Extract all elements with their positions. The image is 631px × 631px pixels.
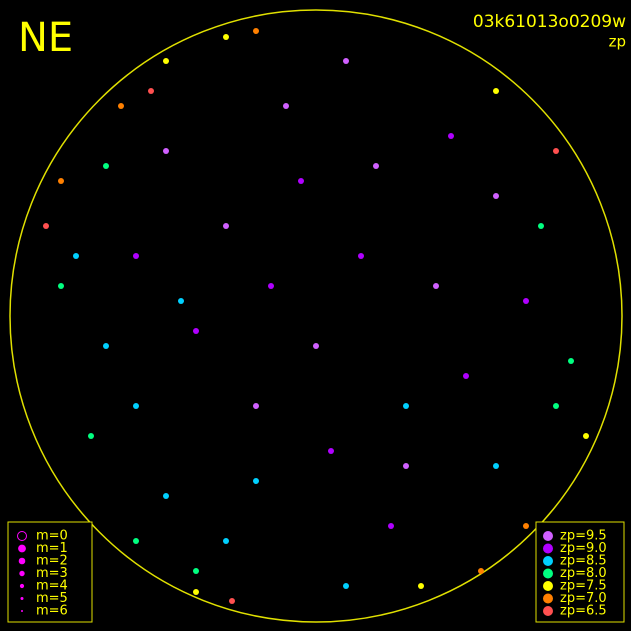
chart-title: 03k61013o0209w [473, 12, 626, 32]
zp-legend-marker [543, 593, 553, 604]
star [223, 223, 229, 229]
zp-legend-label: zp=9.5 [560, 529, 607, 544]
star [403, 463, 409, 469]
m-legend-marker [20, 597, 24, 600]
star [553, 148, 559, 154]
star [523, 298, 529, 304]
star [223, 34, 229, 40]
star [193, 328, 199, 334]
star [523, 523, 529, 529]
star [133, 538, 139, 544]
m-legend-label: m=0 [36, 529, 68, 544]
star [298, 178, 304, 184]
zp-legend-label: zp=8.5 [560, 554, 607, 569]
star [493, 463, 499, 469]
star [178, 298, 184, 304]
m-legend-marker [19, 583, 25, 589]
zp-legend-marker [543, 531, 553, 541]
star [163, 148, 169, 154]
star [433, 283, 439, 289]
m-legend-marker [18, 544, 26, 553]
m-legend-label: m=3 [36, 566, 68, 581]
star [103, 343, 109, 349]
zp-legend-marker [543, 568, 553, 579]
star [253, 28, 259, 34]
star [358, 253, 364, 259]
star [493, 193, 499, 199]
star [583, 433, 589, 439]
star [193, 568, 199, 574]
star [73, 253, 79, 259]
star [313, 343, 319, 349]
star [403, 403, 409, 409]
star [229, 598, 235, 604]
star [58, 283, 64, 289]
star [133, 253, 139, 259]
zp-legend-marker [543, 581, 553, 591]
zp-legend-label: zp=6.5 [560, 604, 607, 619]
star [58, 178, 64, 184]
star [388, 523, 394, 529]
m-legend-marker [19, 570, 25, 577]
m-legend-label: m=5 [36, 591, 68, 606]
star [328, 448, 334, 454]
star [253, 478, 259, 484]
star [223, 538, 229, 544]
star [148, 88, 154, 94]
zp-legend-marker [543, 543, 553, 554]
zp-legend-label: zp=9.0 [560, 541, 607, 556]
m-legend-marker [21, 610, 23, 612]
corner-label: NE [18, 15, 73, 61]
zp-legend-label: zp=8.0 [560, 566, 607, 581]
star [43, 223, 49, 229]
zp-legend-label: zp=7.5 [560, 579, 607, 594]
star [493, 88, 499, 94]
star [538, 223, 544, 229]
star [343, 583, 349, 589]
star [463, 373, 469, 379]
m-legend-label: m=2 [36, 554, 68, 569]
zp-legend-marker [543, 606, 553, 616]
zp-legend-marker [543, 556, 553, 566]
m-legend-marker [18, 557, 26, 565]
star [133, 403, 139, 409]
chart-subtitle: zp [609, 33, 626, 51]
m-legend-label: m=1 [36, 541, 68, 556]
m-legend-marker [17, 531, 27, 541]
star [343, 58, 349, 64]
star [418, 583, 424, 589]
star [253, 403, 259, 409]
m-legend-label: m=4 [36, 579, 68, 594]
zp-legend-label: zp=7.0 [560, 591, 607, 606]
star [568, 358, 574, 364]
star [103, 163, 109, 169]
horizon-circle [9, 9, 623, 623]
star [268, 283, 274, 289]
star [283, 103, 289, 109]
star [373, 163, 379, 169]
m-legend-label: m=6 [36, 604, 68, 619]
star [553, 403, 559, 409]
star [478, 568, 484, 574]
star [448, 133, 454, 139]
star [118, 103, 124, 109]
star [163, 58, 169, 64]
star [88, 433, 94, 439]
star [163, 493, 169, 499]
star [193, 589, 199, 595]
